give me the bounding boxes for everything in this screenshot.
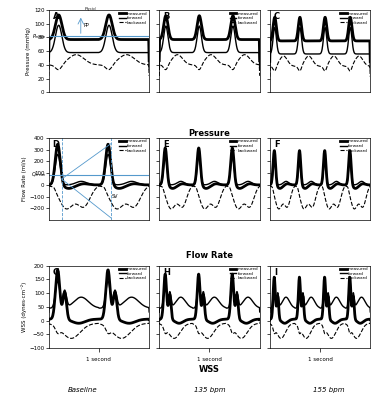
Legend: measured, forward, backward: measured, forward, backward: [230, 11, 258, 25]
Text: H: H: [163, 268, 170, 277]
Text: 155 bpm: 155 bpm: [313, 387, 345, 393]
Legend: measured, forward, backward: measured, forward, backward: [119, 267, 148, 281]
Y-axis label: WSS (dynes·cm⁻²): WSS (dynes·cm⁻²): [21, 282, 27, 332]
Text: $Q_{mean}$: $Q_{mean}$: [31, 170, 47, 179]
Text: A: A: [53, 12, 59, 22]
Text: SV: SV: [112, 194, 119, 199]
Text: F: F: [274, 140, 279, 149]
Text: 135 bpm: 135 bpm: [194, 387, 225, 393]
Legend: measured, forward, backward: measured, forward, backward: [230, 267, 258, 281]
Legend: measured, forward, backward: measured, forward, backward: [230, 139, 258, 153]
Text: D: D: [53, 140, 59, 149]
Legend: measured, forward, backward: measured, forward, backward: [340, 139, 369, 153]
Text: B: B: [163, 12, 169, 22]
Text: E: E: [163, 140, 169, 149]
Text: Pressure: Pressure: [188, 130, 230, 138]
Text: $P_{mean}$: $P_{mean}$: [32, 32, 47, 40]
Text: Baseline: Baseline: [67, 387, 97, 393]
Legend: measured, forward, backward: measured, forward, backward: [119, 139, 148, 153]
Text: C: C: [274, 12, 280, 22]
Text: WSS: WSS: [199, 366, 220, 374]
Legend: measured, forward, backward: measured, forward, backward: [340, 11, 369, 25]
Text: $P_{systol}$: $P_{systol}$: [84, 5, 97, 14]
Y-axis label: Flow Rate (ml/s): Flow Rate (ml/s): [22, 157, 27, 201]
Text: PP: PP: [84, 23, 89, 28]
Legend: measured, forward, backward: measured, forward, backward: [119, 11, 148, 25]
Text: G: G: [53, 268, 59, 277]
Y-axis label: Pressure (mmHg): Pressure (mmHg): [26, 27, 31, 75]
Legend: measured, forward, backward: measured, forward, backward: [340, 267, 369, 281]
Text: I: I: [274, 268, 277, 277]
Text: Flow Rate: Flow Rate: [186, 251, 233, 260]
